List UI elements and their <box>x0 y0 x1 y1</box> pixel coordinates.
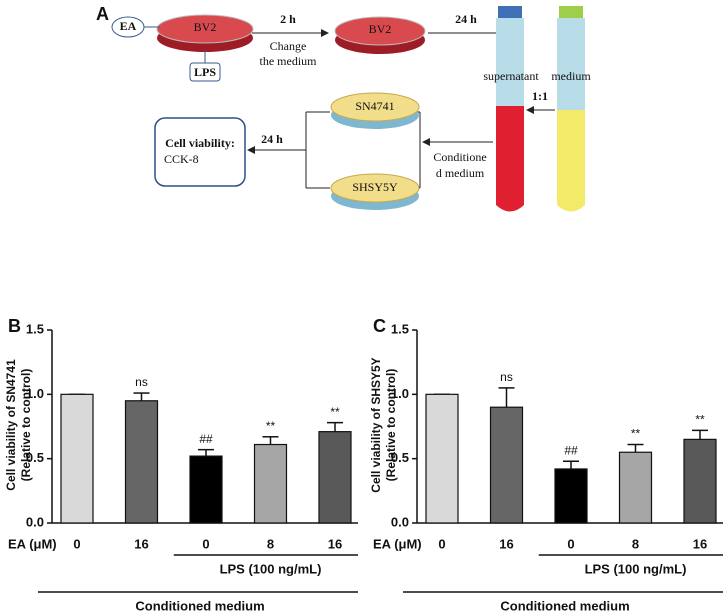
panel-label: B <box>8 316 21 336</box>
bracket <box>305 111 330 189</box>
x-tick-label: 16 <box>328 536 342 551</box>
y-tick-label: 1.5 <box>391 321 409 336</box>
assay-label: CCK-8 <box>164 152 199 166</box>
dish <box>334 16 426 46</box>
time-label: 24 h <box>261 132 283 146</box>
bar <box>124 400 159 524</box>
dish-label: BV2 <box>194 20 217 34</box>
panel-label: C <box>373 316 386 336</box>
bracket <box>412 111 421 189</box>
dish-label: BV2 <box>369 22 392 36</box>
tube-liquid <box>557 18 585 110</box>
assay-box <box>154 117 246 187</box>
significance-label: ** <box>631 427 641 441</box>
x-tick-label: 16 <box>134 536 148 551</box>
tube-liquid <box>496 18 524 106</box>
tube-cap <box>498 6 522 18</box>
bar <box>425 393 459 524</box>
bar <box>489 406 524 524</box>
significance-label: ** <box>330 405 340 419</box>
note: the medium <box>260 54 318 68</box>
bar <box>318 431 352 524</box>
dish <box>156 14 254 44</box>
dish <box>330 173 420 203</box>
tube-cap <box>559 6 583 18</box>
x-axis-label: EA (μM) <box>373 536 422 551</box>
note: Conditione <box>433 150 486 164</box>
significance-label: ns <box>500 370 513 384</box>
x-tick-label: 0 <box>73 536 80 551</box>
note: d medium <box>436 166 485 180</box>
treatment-label: EA <box>120 19 137 33</box>
x-tick-label: 16 <box>693 536 707 551</box>
y-axis-label: Cell viability of SHSY5Y <box>369 357 383 492</box>
significance-label: ## <box>564 443 578 457</box>
y-tick-label: 1.0 <box>26 386 44 401</box>
y-axis-label: Cell viability of SN4741 <box>4 359 18 491</box>
panel-label: A <box>96 4 109 24</box>
bar <box>618 451 653 524</box>
stimulus-box <box>189 62 221 82</box>
footer-label: Conditioned medium <box>135 598 264 613</box>
y-tick-label: 0.0 <box>391 514 409 529</box>
x-tick-label: 0 <box>567 536 574 551</box>
time-label: 24 h <box>455 12 477 26</box>
note: Change <box>270 39 307 53</box>
footer-label: Conditioned medium <box>500 598 629 613</box>
group-label: LPS (100 ng/mL) <box>585 561 687 576</box>
x-axis-label: EA (μM) <box>8 536 57 551</box>
y-tick-label: 0.5 <box>391 450 409 465</box>
significance-label: ** <box>695 413 705 427</box>
tube-label: supernatant <box>483 69 539 83</box>
ratio-label: 1:1 <box>532 89 548 103</box>
x-tick-label: 0 <box>202 536 209 551</box>
group-label: LPS (100 ng/mL) <box>220 561 322 576</box>
bar <box>554 468 588 524</box>
x-tick-label: 0 <box>438 536 445 551</box>
dish <box>330 92 420 122</box>
dish-label: SHSY5Y <box>352 180 398 194</box>
y-tick-label: 1.0 <box>391 386 409 401</box>
bar <box>60 393 94 524</box>
y-tick-label: 0.5 <box>26 450 44 465</box>
bar <box>189 455 223 524</box>
significance-label: ** <box>266 419 276 433</box>
y-axis-label: (Relative to control) <box>19 369 33 482</box>
time-label: 2 h <box>280 12 296 26</box>
significance-label: ns <box>135 375 148 389</box>
bar <box>683 438 717 524</box>
dish-label: SN4741 <box>355 99 394 113</box>
y-tick-label: 0.0 <box>26 514 44 529</box>
y-axis-label: (Relative to control) <box>384 369 398 482</box>
y-tick-label: 1.5 <box>26 321 44 336</box>
x-tick-label: 16 <box>499 536 513 551</box>
assay-title: Cell viability: <box>165 136 235 150</box>
tube-label: medium <box>551 69 591 83</box>
panel-a: A BV2 EA LPS 2 h Change the medium BV2 2… <box>96 4 591 212</box>
bar <box>253 443 288 524</box>
x-tick-label: 8 <box>267 536 274 551</box>
significance-label: ## <box>199 432 213 446</box>
stimulus-label: LPS <box>194 65 216 79</box>
x-tick-label: 8 <box>632 536 639 551</box>
